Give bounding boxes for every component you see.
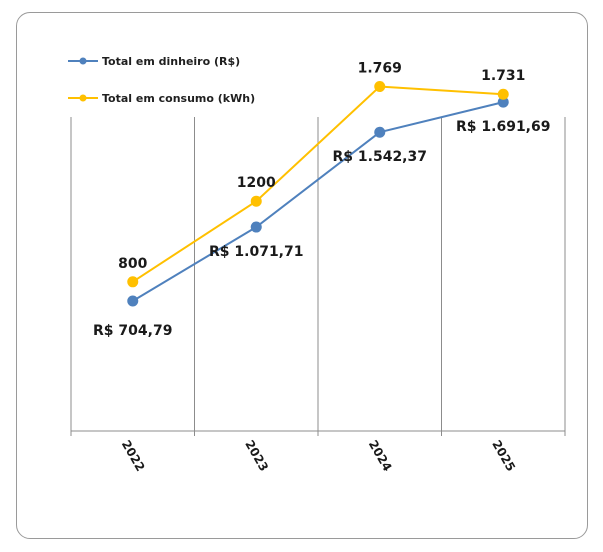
data-label: 1.731: [481, 68, 525, 84]
data-point: [127, 276, 139, 288]
series-line-0: [132, 101, 504, 302]
data-labels: R$ 704,79 R$ 1.071,71 R$ 1.542,37 R$ 1.691,…: [93, 61, 550, 339]
data-label: R$ 704,79: [93, 323, 172, 339]
data-label: R$ 1.691,69: [456, 119, 550, 135]
series-layer: [127, 81, 509, 307]
x-axis: [70, 430, 566, 436]
legend-label-consumption: Total em consumo (kWh): [102, 92, 255, 105]
data-point: [250, 195, 262, 207]
data-point: [250, 221, 262, 233]
x-tick-label: 2023: [242, 438, 271, 474]
data-label: 1.769: [358, 61, 402, 77]
data-label: R$ 1.071,71: [209, 244, 303, 260]
x-tick-label: 2022: [119, 438, 148, 474]
series-line-1: [132, 85, 504, 283]
data-point: [374, 126, 386, 138]
data-label: R$ 1.542,37: [333, 149, 427, 165]
gridlines: [70, 117, 566, 431]
legend-swatch-marker-consumption: [79, 94, 87, 102]
data-label: 1200: [237, 175, 276, 191]
legend-label-money: Total em dinheiro (R$): [102, 55, 240, 68]
legend: Total em dinheiro (R$) Total em consumo …: [68, 55, 255, 105]
x-tick-labels: 2022 2023 2024 2025: [119, 438, 518, 474]
data-point: [374, 81, 386, 93]
data-label: 800: [118, 256, 147, 272]
x-tick-label: 2025: [489, 438, 518, 474]
x-tick-label: 2024: [366, 438, 395, 474]
data-point: [497, 88, 509, 100]
data-point: [127, 295, 139, 307]
legend-swatch-marker-money: [79, 57, 87, 65]
chart-frame: [16, 12, 588, 539]
data-point: [497, 96, 509, 108]
